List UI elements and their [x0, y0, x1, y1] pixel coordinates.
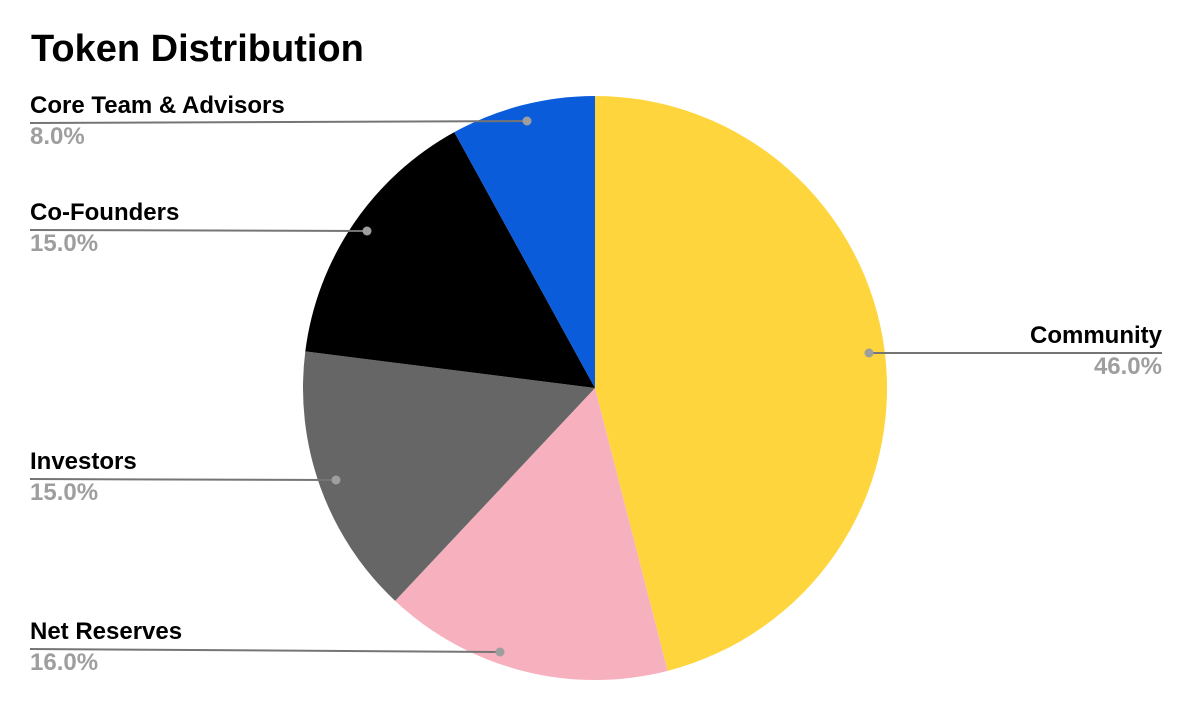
pie-slice-net-reserves: [395, 388, 668, 681]
pie-slice-core-team-and-advisors: [454, 96, 595, 388]
pie-slice-community: [595, 96, 888, 671]
slice-pct-core-team-and-advisors: 8.0%: [30, 123, 85, 150]
pie-slice-co-founders: [305, 132, 595, 388]
leader-line-investors: [29, 478, 337, 481]
leader-line-co-founders: [29, 229, 368, 232]
leader-line-core-team-and-advisors: [29, 120, 528, 124]
leader-dot-investors: [331, 475, 341, 485]
leader-dot-co-founders: [362, 226, 372, 236]
slice-pct-net-reserves: 16.0%: [30, 649, 99, 676]
leader-dot-net-reserves: [495, 647, 505, 657]
slice-label-investors: Investors: [30, 448, 137, 475]
slice-pct-co-founders: 15.0%: [30, 230, 99, 257]
slice-label-community: Community: [1030, 322, 1162, 349]
leader-dot-core-team-and-advisors: [522, 116, 532, 126]
slice-label-co-founders: Co-Founders: [30, 199, 180, 226]
slice-pct-investors: 15.0%: [30, 479, 99, 506]
chart-title: Token Distribution: [31, 28, 364, 70]
slice-pct-community: 46.0%: [1093, 353, 1162, 380]
leader-line-net-reserves: [29, 648, 501, 653]
leader-dot-community: [864, 348, 874, 358]
slice-label-net-reserves: Net Reserves: [30, 618, 183, 645]
slice-label-core-team-and-advisors: Core Team & Advisors: [30, 92, 285, 119]
pie-slice-investors: [302, 351, 595, 601]
